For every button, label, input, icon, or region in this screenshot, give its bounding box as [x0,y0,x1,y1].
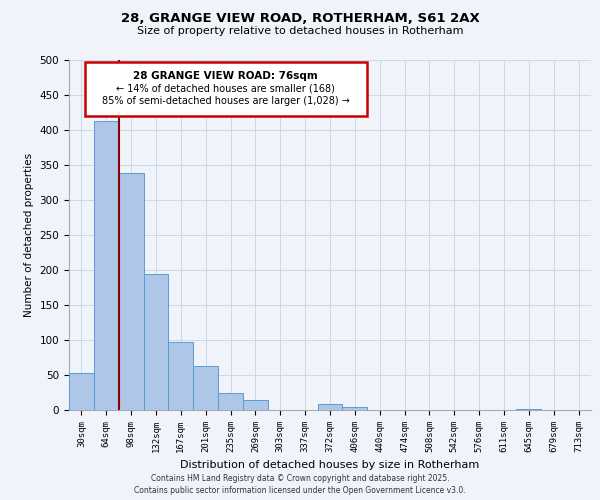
Y-axis label: Number of detached properties: Number of detached properties [24,153,34,317]
Text: 28, GRANGE VIEW ROAD, ROTHERHAM, S61 2AX: 28, GRANGE VIEW ROAD, ROTHERHAM, S61 2AX [121,12,479,26]
Text: Size of property relative to detached houses in Rotherham: Size of property relative to detached ho… [137,26,463,36]
Bar [193,366,218,410]
Text: 85% of semi-detached houses are larger (1,028) →: 85% of semi-detached houses are larger (… [101,96,350,106]
X-axis label: Distribution of detached houses by size in Rotherham: Distribution of detached houses by size … [181,460,479,470]
Bar [218,392,243,410]
Text: Contains HM Land Registry data © Crown copyright and database right 2025.
Contai: Contains HM Land Registry data © Crown c… [134,474,466,495]
Bar [119,174,143,410]
Bar [343,407,367,410]
Bar [517,408,541,410]
Bar [143,274,169,410]
Text: ← 14% of detached houses are smaller (168): ← 14% of detached houses are smaller (16… [116,84,335,94]
Text: 28 GRANGE VIEW ROAD: 76sqm: 28 GRANGE VIEW ROAD: 76sqm [133,70,318,81]
Bar [94,121,119,410]
Bar [69,373,94,410]
Bar [243,400,268,410]
FancyBboxPatch shape [85,62,367,116]
Bar [169,342,193,410]
Bar [317,404,343,410]
